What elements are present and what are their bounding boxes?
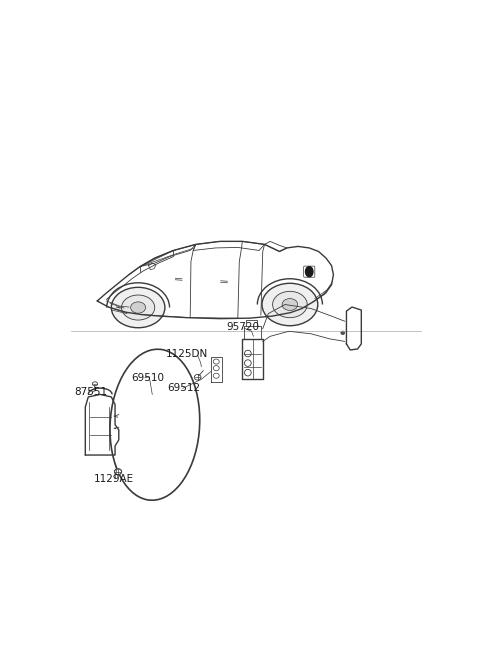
Text: 1129AE: 1129AE xyxy=(94,474,134,483)
Ellipse shape xyxy=(282,298,298,310)
Text: 69510: 69510 xyxy=(132,373,165,382)
Ellipse shape xyxy=(194,375,201,380)
Text: 95720: 95720 xyxy=(226,322,259,332)
Ellipse shape xyxy=(131,302,145,313)
Ellipse shape xyxy=(121,295,155,320)
Ellipse shape xyxy=(341,331,345,335)
Circle shape xyxy=(305,266,313,277)
Text: 69512: 69512 xyxy=(167,383,200,394)
Text: 1125DN: 1125DN xyxy=(166,349,208,359)
Ellipse shape xyxy=(273,291,307,318)
Ellipse shape xyxy=(114,468,122,475)
Ellipse shape xyxy=(111,287,165,328)
Ellipse shape xyxy=(92,382,97,386)
Text: 87551: 87551 xyxy=(74,387,107,397)
Ellipse shape xyxy=(262,283,318,326)
